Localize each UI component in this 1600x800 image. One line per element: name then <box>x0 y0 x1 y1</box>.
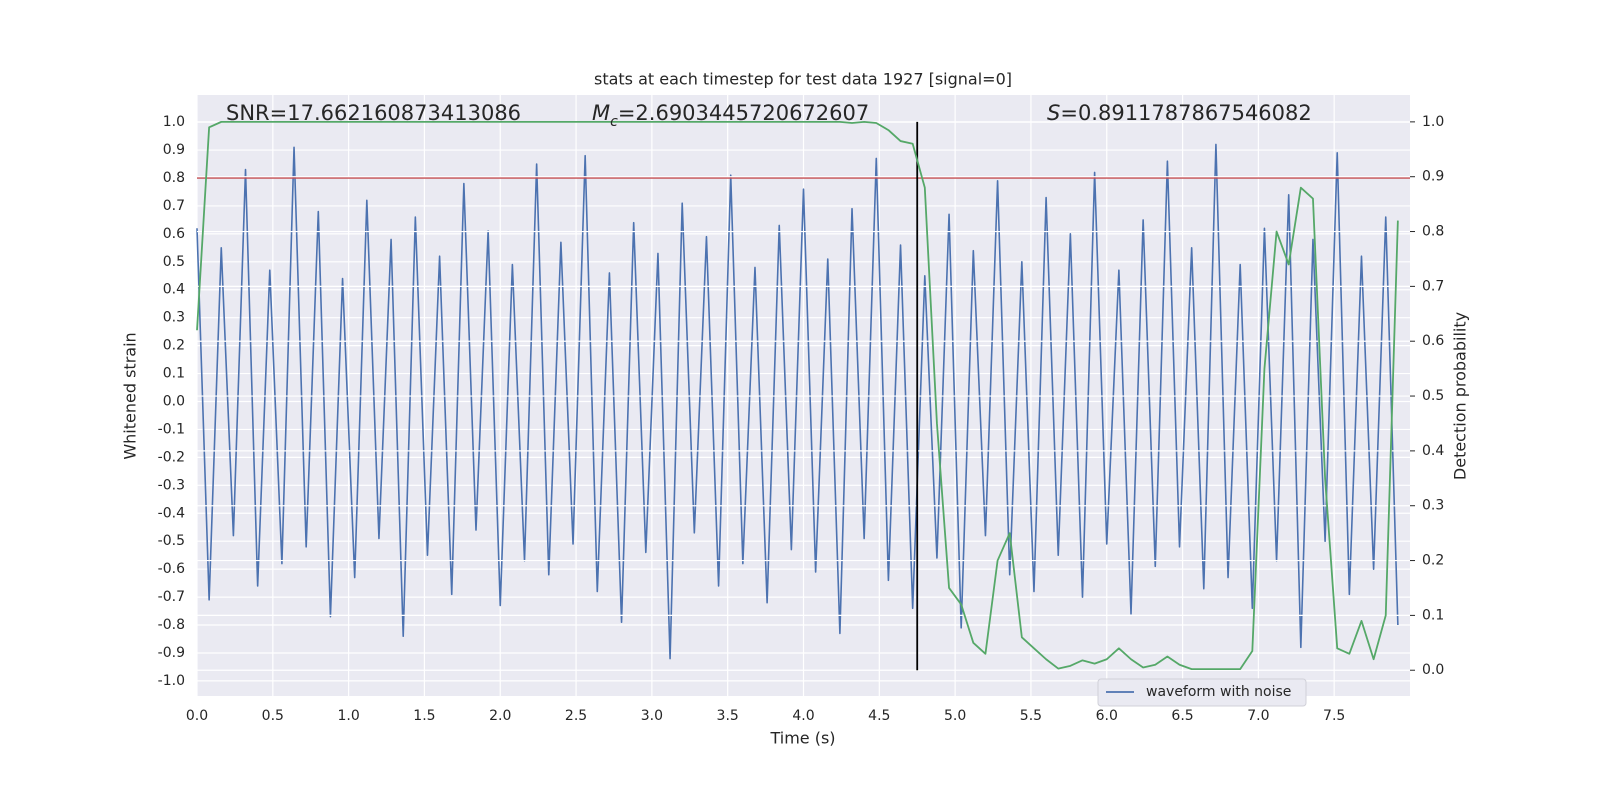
x-axis-label: Time (s) <box>769 729 835 748</box>
y-tick-label: -0.1 <box>158 421 185 437</box>
x-tick-label: 0.5 <box>262 708 284 724</box>
y-tick-label: 0.9 <box>163 142 185 158</box>
legend: waveform with noise <box>1097 678 1307 707</box>
y2-tick-label: 0.5 <box>1422 388 1444 404</box>
x-tick-label: 5.5 <box>1020 708 1042 724</box>
annotation-text: =0.8911787867546082 <box>1060 101 1311 125</box>
y-tick-label: -0.3 <box>158 477 185 493</box>
y2-tick-label: 0.3 <box>1422 498 1444 514</box>
y2-tick-label: 0.2 <box>1422 553 1444 569</box>
annotation-text: =2.6903445720672607 <box>618 101 869 125</box>
annotation: Mc=2.6903445720672607 <box>592 101 869 130</box>
y-tick-label: -0.4 <box>158 505 185 521</box>
y-tick-label: 0.6 <box>163 226 185 242</box>
legend-box <box>1097 678 1307 707</box>
y-tick-label: -0.2 <box>158 449 185 465</box>
x-tick-label: 4.5 <box>868 708 890 724</box>
y2-tick-label: 0.4 <box>1422 443 1444 459</box>
y2-tick-label: 0.1 <box>1422 607 1444 623</box>
x-tick-label: 0.0 <box>186 708 208 724</box>
series-line <box>196 143 1399 660</box>
y-tick-label: 1.0 <box>163 114 185 130</box>
x-tick-label: 7.0 <box>1247 708 1269 724</box>
y2-tick-label: 0.0 <box>1422 662 1444 678</box>
y2-tick-label: 0.7 <box>1422 278 1444 294</box>
annotation-subscript: c <box>610 114 618 130</box>
y2-tick-label: 0.6 <box>1422 333 1444 349</box>
y-tick-label: 0.0 <box>163 394 185 410</box>
y-tick-label: 0.4 <box>163 282 185 298</box>
y-tick-label: -0.9 <box>158 645 185 661</box>
y-tick-label: 0.3 <box>163 310 185 326</box>
x-tick-label: 6.0 <box>1096 708 1118 724</box>
y2-axis-label: Detection probability <box>1451 312 1470 480</box>
y-tick-label: -0.5 <box>158 533 185 549</box>
annotation: S=0.8911787867546082 <box>1047 101 1312 125</box>
x-tick-label: 3.0 <box>641 708 663 724</box>
y-tick-label: 0.7 <box>163 198 185 214</box>
x-tick-label: 1.0 <box>337 708 359 724</box>
series-line <box>196 120 1399 671</box>
y-tick-label: 0.2 <box>163 338 185 354</box>
y-tick-label: -0.8 <box>158 617 185 633</box>
x-tick-label: 2.0 <box>489 708 511 724</box>
x-tick-label: 1.5 <box>413 708 435 724</box>
y-tick-label: 0.1 <box>163 366 185 382</box>
y2-tick-label: 0.9 <box>1422 169 1444 185</box>
x-tick-label: 2.5 <box>565 708 587 724</box>
y-tick-label: -1.0 <box>158 673 185 689</box>
annotation-text: SNR=17.662160873413086 <box>226 101 521 125</box>
y2-tick-label: 0.8 <box>1422 224 1444 240</box>
x-tick-label: 6.5 <box>1171 708 1193 724</box>
x-tick-label: 3.5 <box>717 708 739 724</box>
legend-label: waveform with noise <box>1146 684 1291 700</box>
x-tick-label: 7.5 <box>1323 708 1345 724</box>
annotation-symbol: M <box>592 101 610 125</box>
annotation-symbol: S <box>1047 101 1060 125</box>
chart-title: stats at each timestep for test data 192… <box>594 70 1012 89</box>
y-tick-label: 0.8 <box>163 170 185 186</box>
x-tick-label: 4.0 <box>792 708 814 724</box>
y2-tick-label: 1.0 <box>1422 114 1444 130</box>
annotation: SNR=17.662160873413086 <box>226 101 521 125</box>
y-tick-label: -0.7 <box>158 589 185 605</box>
y-axis-label: Whitened strain <box>121 332 140 459</box>
y-tick-label: -0.6 <box>158 561 185 577</box>
y-tick-label: 0.5 <box>163 254 185 270</box>
x-tick-label: 5.0 <box>944 708 966 724</box>
